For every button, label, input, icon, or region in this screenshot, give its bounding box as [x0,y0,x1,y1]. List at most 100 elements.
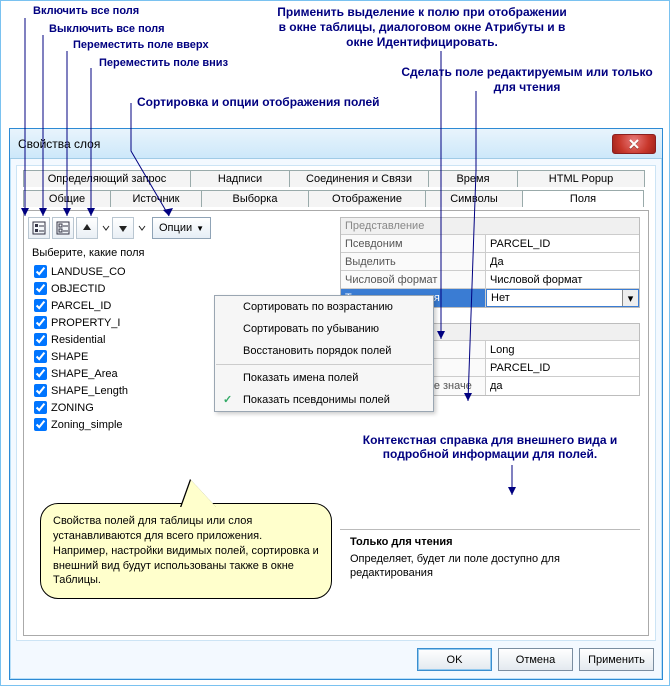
tab-2[interactable]: Выборка [201,190,309,207]
annot-context-help: Контекстная справка для внешнего вида и … [356,433,624,461]
annotation-area: Включить все поля Выключить все поля Пер… [1,1,669,128]
annot-sort-opts: Сортировка и опции отображения полей [137,95,380,110]
close-button[interactable] [612,134,656,154]
field-name: PROPERTY_I [51,317,121,329]
field-name: SHAPE_Area [51,368,118,380]
field-visibility-checkbox[interactable] [34,367,47,380]
field-row[interactable]: ZONING [32,399,212,416]
tab-0[interactable]: Определяющий запрос [23,170,191,187]
field-name: Zoning_simple [51,419,123,431]
property-value[interactable]: Да [486,253,639,270]
annot-move-up: Переместить поле вверх [73,39,209,53]
cancel-button[interactable]: Отмена [498,648,573,671]
property-value[interactable]: Нет▾ [486,289,639,307]
fields-toolbar: Опции ▼ [28,217,211,239]
chevron-down-icon [136,217,148,239]
fields-list: LANDUSE_CO OBJECTID PARCEL_ID PROPERTY_I Res… [32,263,212,433]
tab-5[interactable]: Поля [522,190,644,207]
property-value[interactable]: да [486,377,639,395]
field-row[interactable]: SHAPE [32,348,212,365]
tab-4[interactable]: Символы [425,190,523,207]
move-down-button[interactable] [112,217,134,239]
field-visibility-checkbox[interactable] [34,384,47,397]
apply-button[interactable]: Применить [579,648,654,671]
field-name: PARCEL_ID [51,300,111,312]
property-key: Выделить [341,253,486,270]
dialog-title: Свойства слоя [18,137,100,151]
uncheck-all-button[interactable] [52,217,74,239]
annot-move-down: Переместить поле вниз [99,57,228,71]
chevron-down-icon [100,217,112,239]
ok-button[interactable]: OK [417,648,492,671]
property-row[interactable]: Числовой форматЧисловой формат [341,271,639,289]
options-popup-menu: Сортировать по возрастаниюСортировать по… [214,295,434,412]
options-button[interactable]: Опции ▼ [152,217,211,239]
annot-editable: Сделать поле редактируемым или только дл… [397,65,657,95]
help-title: Только для чтения [350,536,630,548]
property-value[interactable]: PARCEL_ID [486,235,639,252]
tab-0[interactable]: Общие [23,190,111,207]
layer-properties-dialog: Свойства слоя Определяющий запросНадписи… [9,128,663,680]
property-row[interactable]: ПсевдонимPARCEL_ID [341,235,639,253]
menu-item[interactable]: Восстановить порядок полей [215,340,433,362]
field-visibility-checkbox[interactable] [34,299,47,312]
field-visibility-checkbox[interactable] [34,350,47,363]
field-row[interactable]: PROPERTY_I [32,314,212,331]
annot-check-all: Включить все поля [33,5,139,19]
field-name: SHAPE [51,351,88,363]
property-key: Псевдоним [341,235,486,252]
field-row[interactable]: PARCEL_ID [32,297,212,314]
field-row[interactable]: SHAPE_Area [32,365,212,382]
help-text: Определяет, будет ли поле доступно для р… [350,552,630,581]
field-name: LANDUSE_CO [51,266,126,278]
dialog-buttons: OK Отмена Применить [417,648,654,671]
tab-1[interactable]: Надписи [190,170,290,187]
field-visibility-checkbox[interactable] [34,316,47,329]
field-visibility-checkbox[interactable] [34,282,47,295]
field-visibility-checkbox[interactable] [34,401,47,414]
tab-3[interactable]: Время [428,170,518,187]
tab-2[interactable]: Соединения и Связи [289,170,429,187]
field-row[interactable]: Zoning_simple [32,416,212,433]
field-name: OBJECTID [51,283,105,295]
menu-item[interactable]: Показать псевдонимы полей [215,389,433,411]
group-title: Представление [341,218,639,235]
field-row[interactable]: SHAPE_Length [32,382,212,399]
field-row[interactable]: OBJECTID [32,280,212,297]
field-row[interactable]: LANDUSE_CO [32,263,212,280]
tab-4[interactable]: HTML Popup [517,170,645,187]
property-key: Числовой формат [341,271,486,288]
field-name: Residential [51,334,105,346]
menu-item[interactable]: Сортировать по убыванию [215,318,433,340]
field-name: ZONING [51,402,94,414]
chevron-down-icon: ▼ [196,224,204,233]
dropdown-button[interactable]: ▾ [622,290,638,306]
dialog-body: Определяющий запросНадписиСоединения и С… [16,165,656,641]
tab-1[interactable]: Источник [110,190,202,207]
annot-uncheck-all: Выключить все поля [49,23,165,37]
field-visibility-checkbox[interactable] [34,418,47,431]
menu-item[interactable]: Сортировать по возрастанию [215,296,433,318]
speech-callout: Свойства полей для таблицы или слоя уста… [40,503,332,599]
field-row[interactable]: Residential [32,331,212,348]
menu-item[interactable]: Показать имена полей [215,367,433,389]
property-value[interactable]: Long [486,341,639,358]
field-name: SHAPE_Length [51,385,128,397]
property-value[interactable]: Числовой формат [486,271,639,288]
tab-row-1: Определяющий запросНадписиСоединения и С… [23,170,649,187]
tab-row-2: ОбщиеИсточникВыборкаОтображениеСимволыПо… [23,190,649,207]
help-detail: Только для чтения Определяет, будет ли п… [340,529,640,587]
fields-panel: Опции ▼ Выберите, какие поля LANDUSE_CO O… [23,210,649,636]
options-label: Опции [159,222,192,234]
field-details-column: Представление ПсевдонимPARCEL_IDВыделить… [340,217,640,629]
property-row[interactable]: ВыделитьДа [341,253,639,271]
property-value[interactable]: PARCEL_ID [486,359,639,376]
check-all-button[interactable] [28,217,50,239]
move-up-button[interactable] [76,217,98,239]
annot-apply-highlight: Применить выделение к полю при отображен… [277,5,567,50]
tab-3[interactable]: Отображение [308,190,426,207]
field-visibility-checkbox[interactable] [34,333,47,346]
field-visibility-checkbox[interactable] [34,265,47,278]
fields-list-label: Выберите, какие поля [32,247,212,259]
titlebar: Свойства слоя [10,129,662,159]
